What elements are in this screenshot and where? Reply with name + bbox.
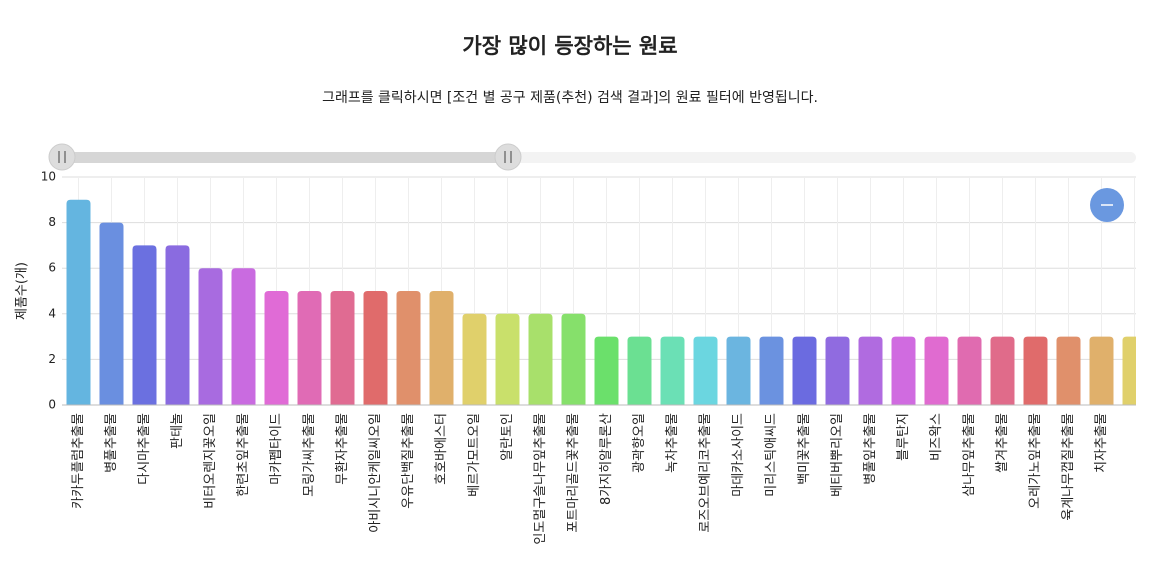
bar (561, 313, 586, 405)
bar (891, 336, 916, 405)
y-tick-label: 10 (41, 170, 56, 184)
x-tick-label: 한련초잎추출물 (236, 413, 251, 497)
bar (858, 336, 883, 405)
bar (198, 268, 223, 405)
x-tick-label: 아비시니안케일씨오일 (368, 413, 383, 533)
bar (924, 336, 949, 405)
bar (363, 291, 388, 405)
x-tick-label: 마데카소사이드 (731, 413, 746, 497)
bar (627, 336, 652, 405)
y-tick-label: 8 (48, 215, 56, 229)
bars (66, 199, 1136, 405)
bar (66, 199, 91, 405)
bar (1056, 336, 1081, 405)
y-tick-label: 4 (48, 306, 56, 320)
x-tick-label: 병풀추출물 (104, 413, 119, 473)
y-tick-label: 2 (48, 352, 56, 366)
x-tick-label: 미리스틱애씨드 (764, 413, 779, 497)
bar (957, 336, 982, 405)
x-tick-label: 알란토인 (500, 413, 515, 461)
x-tick-label: 녹차추출물 (665, 413, 680, 473)
bar (264, 291, 289, 405)
slider-range (62, 152, 508, 163)
bar (990, 336, 1015, 405)
x-tick-label: 우유단백질추출물 (401, 413, 416, 509)
x-tick-label: 베티버뿌리오일 (830, 413, 845, 497)
x-tick-label: 육계나무껍질추출물 (1061, 413, 1076, 521)
slider-handle[interactable] (494, 143, 522, 171)
handle-grip (504, 151, 512, 163)
x-tick-label: 쌀겨추출물 (995, 413, 1010, 473)
bar (462, 313, 487, 405)
bar (1122, 336, 1136, 405)
x-tick-label: 오레가노잎추출물 (1028, 413, 1043, 509)
range-slider[interactable] (48, 143, 1136, 171)
bar (165, 245, 190, 405)
y-tick-label: 0 (48, 398, 56, 412)
x-tick-label: 광곽향오일 (632, 413, 647, 473)
bar (594, 336, 619, 405)
x-tick-label: 모링가씨추출물 (302, 413, 317, 497)
x-tick-label: 마카펩타이드 (269, 413, 284, 485)
x-tick-label: 판테놀 (170, 413, 185, 449)
bar (99, 222, 124, 405)
x-tick-label: 백미꽃추출물 (797, 413, 812, 485)
x-tick-label: 병풀잎추출물 (863, 413, 878, 485)
handle-grip (58, 151, 66, 163)
chart-title: 가장 많이 등장하는 원료 (462, 34, 677, 58)
bar (1023, 336, 1048, 405)
x-tick-label: 다시마추출물 (137, 413, 152, 485)
bar (726, 336, 751, 405)
y-axis-label: 제품수(개) (15, 262, 30, 320)
x-tick-label: 카카두플럼추출물 (71, 413, 86, 509)
bar (1089, 336, 1114, 405)
bar (297, 291, 322, 405)
bar (132, 245, 157, 405)
chart-subtitle: 그래프를 클릭하시면 [조건 별 공구 제품(추천) 검색 결과]의 원료 필터… (322, 90, 818, 106)
bar (792, 336, 817, 405)
x-tick-label: 비터오렌지꽃오일 (203, 413, 218, 509)
x-tick-label: 8가지히알루론산 (599, 413, 614, 505)
bar (429, 291, 454, 405)
bar (495, 313, 520, 405)
bar (759, 336, 784, 405)
x-tick-label: 치자추출물 (1094, 413, 1109, 473)
x-tick-label: 비즈왁스 (929, 413, 944, 461)
x-tick-label: 포트마리골드꽃추출물 (566, 413, 581, 533)
bar (396, 291, 421, 405)
bar (231, 268, 256, 405)
x-tick-label: 로즈오브예리코추출물 (698, 413, 713, 533)
bar (693, 336, 718, 405)
x-tick-label: 무환자추출물 (335, 413, 350, 485)
bar (528, 313, 553, 405)
bar (660, 336, 685, 405)
zoom-reset-button[interactable] (1090, 188, 1124, 222)
x-tick-label: 호호바에스터 (434, 413, 449, 485)
slider-handle[interactable] (48, 143, 76, 171)
x-tick-label: 인도멀구슬나무잎추출물 (533, 413, 548, 545)
x-tick-label: 블루탄지 (896, 413, 911, 461)
x-tick-label: 베르가모트오일 (467, 413, 482, 497)
bar (825, 336, 850, 405)
x-tick-label: 삼나무잎추출물 (962, 413, 977, 497)
bar (330, 291, 355, 405)
y-tick-label: 6 (48, 261, 56, 275)
